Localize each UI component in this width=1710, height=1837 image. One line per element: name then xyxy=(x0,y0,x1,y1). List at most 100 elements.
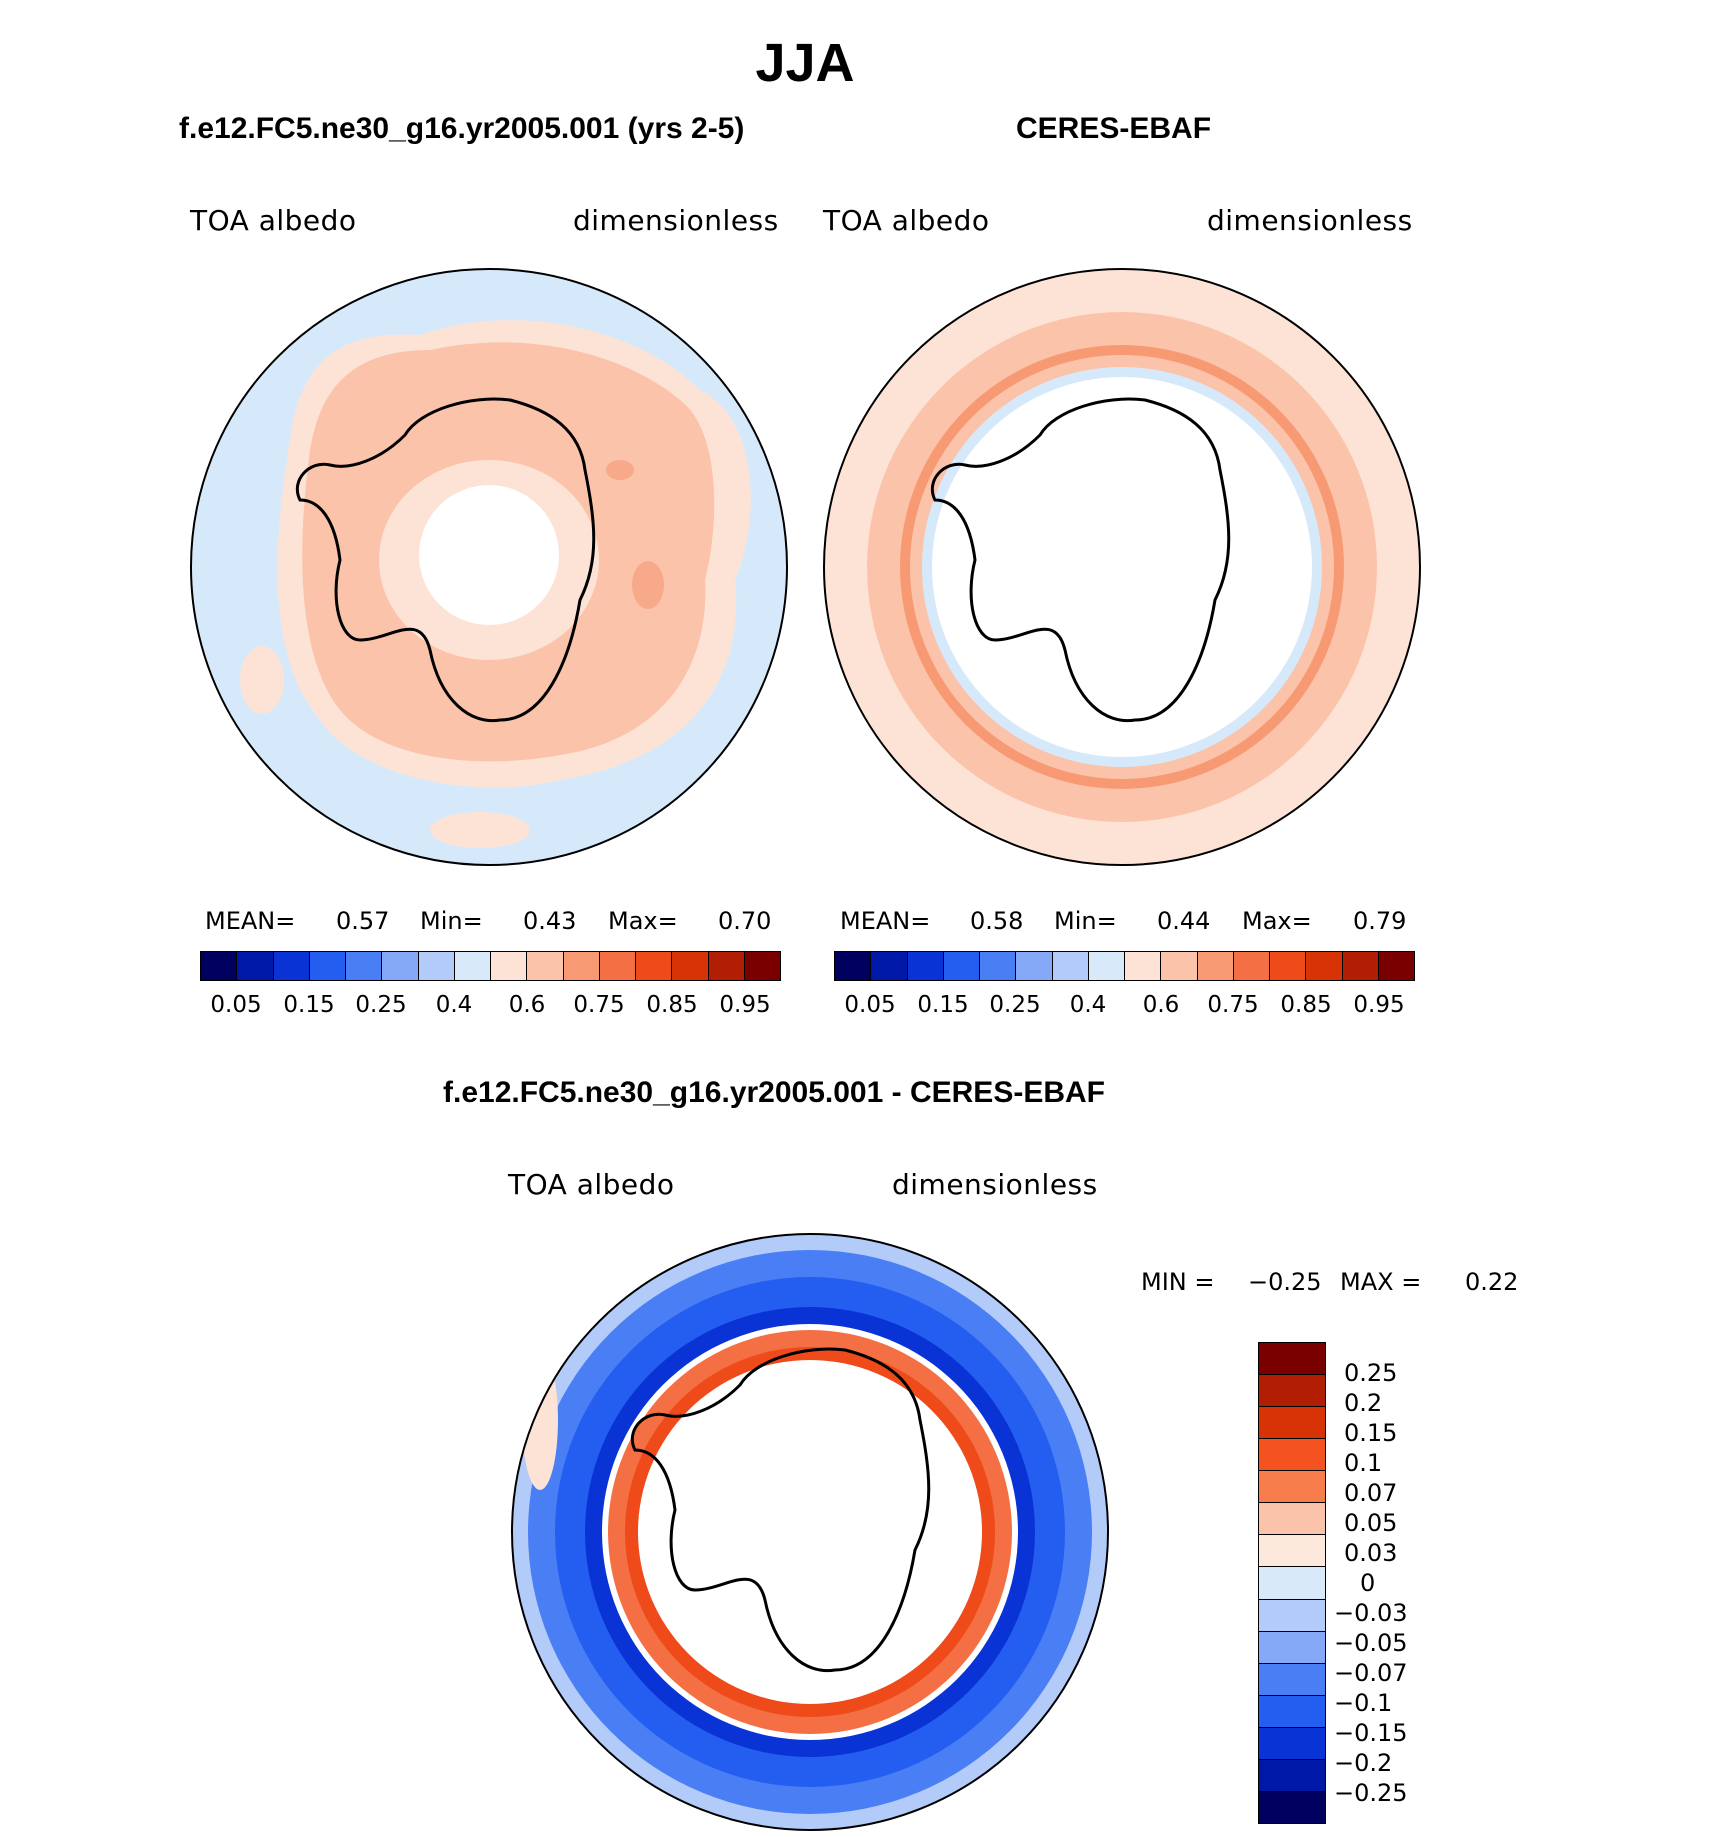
diff-variable-label: TOA albedo xyxy=(508,1168,675,1201)
model-max-value: 0.70 xyxy=(718,907,772,935)
model-colorbar-swatch xyxy=(309,952,346,980)
model-colorbar-swatch xyxy=(527,952,564,980)
obs-cbar-tick: 0.95 xyxy=(1353,992,1405,1018)
diff-cbar-tick: −0.05 xyxy=(1334,1629,1408,1657)
obs-max-value: 0.79 xyxy=(1353,907,1407,935)
model-mean-label: MEAN= xyxy=(205,907,296,935)
diff-max-label: MAX = xyxy=(1340,1268,1422,1296)
model-colorbar-swatch xyxy=(201,952,238,980)
diff-colorbar-swatch xyxy=(1259,1727,1325,1760)
model-colorbar-swatch xyxy=(708,952,745,980)
obs-colorbar-swatch xyxy=(1342,952,1379,980)
diff-colorbar-swatch xyxy=(1259,1631,1325,1664)
model-cbar-tick: 0.05 xyxy=(210,992,262,1018)
obs-cbar-tick: 0.6 xyxy=(1142,992,1180,1018)
obs-polar-map xyxy=(824,269,1420,865)
model-polar-map xyxy=(191,269,787,865)
model-colorbar-swatch xyxy=(744,952,780,980)
diff-min-label: MIN = xyxy=(1141,1268,1215,1296)
model-colorbar-swatch xyxy=(636,952,673,980)
model-cbar-tick: 0.85 xyxy=(646,992,698,1018)
model-colorbar-swatch xyxy=(491,952,528,980)
diff-colorbar-swatch xyxy=(1259,1343,1325,1376)
diff-colorbar-swatch xyxy=(1259,1407,1325,1440)
model-panel-title: f.e12.FC5.ne30_g16.yr2005.001 (yrs 2-5) xyxy=(179,112,745,145)
obs-cbar-tick: 0.05 xyxy=(844,992,896,1018)
obs-units-label: dimensionless xyxy=(1207,204,1413,237)
diff-colorbar-swatch xyxy=(1259,1535,1325,1568)
obs-panel-title: CERES-EBAF xyxy=(1016,112,1212,145)
model-cbar-tick: 0.95 xyxy=(719,992,771,1018)
model-colorbar-swatch xyxy=(273,952,310,980)
diff-colorbar-swatch xyxy=(1259,1599,1325,1632)
obs-map-border xyxy=(823,268,1421,866)
obs-max-label: Max= xyxy=(1242,907,1312,935)
diff-cbar-tick: 0.05 xyxy=(1344,1509,1398,1537)
obs-colorbar-swatch xyxy=(1052,952,1089,980)
model-colorbar-swatch xyxy=(237,952,274,980)
diff-max-value: 0.22 xyxy=(1465,1268,1519,1296)
diff-panel-title: f.e12.FC5.ne30_g16.yr2005.001 - CERES-EB… xyxy=(443,1076,1105,1109)
obs-colorbar-swatch xyxy=(1197,952,1234,980)
model-cbar-tick: 0.6 xyxy=(508,992,546,1018)
obs-min-value: 0.44 xyxy=(1157,907,1211,935)
obs-colorbar-swatch xyxy=(980,952,1017,980)
obs-colorbar-swatch xyxy=(1306,952,1343,980)
obs-colorbar-swatch xyxy=(1088,952,1125,980)
diff-cbar-tick: 0.25 xyxy=(1344,1359,1398,1387)
model-colorbar xyxy=(200,951,781,981)
diff-cbar-tick: −0.07 xyxy=(1334,1659,1408,1687)
diff-colorbar xyxy=(1258,1342,1326,1824)
diff-colorbar-swatch xyxy=(1259,1759,1325,1792)
model-cbar-tick: 0.15 xyxy=(283,992,335,1018)
obs-colorbar-swatch xyxy=(1378,952,1414,980)
obs-colorbar-swatch xyxy=(835,952,872,980)
diff-colorbar-swatch xyxy=(1259,1791,1325,1823)
obs-variable-label: TOA albedo xyxy=(823,204,990,237)
diff-cbar-tick: −0.1 xyxy=(1334,1689,1393,1717)
obs-cbar-tick: 0.85 xyxy=(1280,992,1332,1018)
obs-colorbar xyxy=(834,951,1415,981)
model-colorbar-swatch xyxy=(599,952,636,980)
obs-mean-label: MEAN= xyxy=(840,907,931,935)
diff-colorbar-swatch xyxy=(1259,1375,1325,1408)
diff-cbar-tick: 0 xyxy=(1360,1569,1376,1597)
diff-colorbar-swatch xyxy=(1259,1471,1325,1504)
obs-colorbar-swatch xyxy=(943,952,980,980)
diff-cbar-tick: 0.1 xyxy=(1344,1449,1383,1477)
diff-polar-map xyxy=(512,1234,1108,1830)
obs-cbar-tick: 0.15 xyxy=(917,992,969,1018)
diff-cbar-tick: −0.25 xyxy=(1334,1779,1408,1807)
model-variable-label: TOA albedo xyxy=(190,204,357,237)
diff-colorbar-swatch xyxy=(1259,1695,1325,1728)
diff-cbar-tick: 0.03 xyxy=(1344,1539,1398,1567)
model-cbar-tick: 0.4 xyxy=(435,992,473,1018)
diff-colorbar-swatch xyxy=(1259,1439,1325,1472)
diff-units-label: dimensionless xyxy=(892,1168,1098,1201)
obs-mean-value: 0.58 xyxy=(970,907,1024,935)
main-title: JJA xyxy=(755,33,855,93)
diff-cbar-tick: 0.07 xyxy=(1344,1479,1398,1507)
obs-colorbar-swatch xyxy=(1161,952,1198,980)
model-colorbar-swatch xyxy=(346,952,383,980)
obs-colorbar-swatch xyxy=(871,952,908,980)
diff-cbar-tick: 0.15 xyxy=(1344,1419,1398,1447)
obs-cbar-tick: 0.25 xyxy=(989,992,1041,1018)
model-mean-value: 0.57 xyxy=(336,907,390,935)
diff-min-value: −0.25 xyxy=(1248,1268,1322,1296)
model-colorbar-swatch xyxy=(672,952,709,980)
model-colorbar-swatch xyxy=(382,952,419,980)
model-colorbar-swatch xyxy=(563,952,600,980)
diff-cbar-tick: −0.15 xyxy=(1334,1719,1408,1747)
obs-min-label: Min= xyxy=(1054,907,1117,935)
diff-cbar-tick: −0.03 xyxy=(1334,1599,1408,1627)
diff-colorbar-swatch xyxy=(1259,1503,1325,1536)
diff-map-border xyxy=(511,1233,1109,1831)
obs-cbar-tick: 0.75 xyxy=(1207,992,1259,1018)
model-min-value: 0.43 xyxy=(523,907,577,935)
model-units-label: dimensionless xyxy=(573,204,779,237)
diff-colorbar-swatch xyxy=(1259,1567,1325,1600)
diff-colorbar-swatch xyxy=(1259,1663,1325,1696)
obs-colorbar-swatch xyxy=(1233,952,1270,980)
obs-colorbar-swatch xyxy=(1016,952,1053,980)
